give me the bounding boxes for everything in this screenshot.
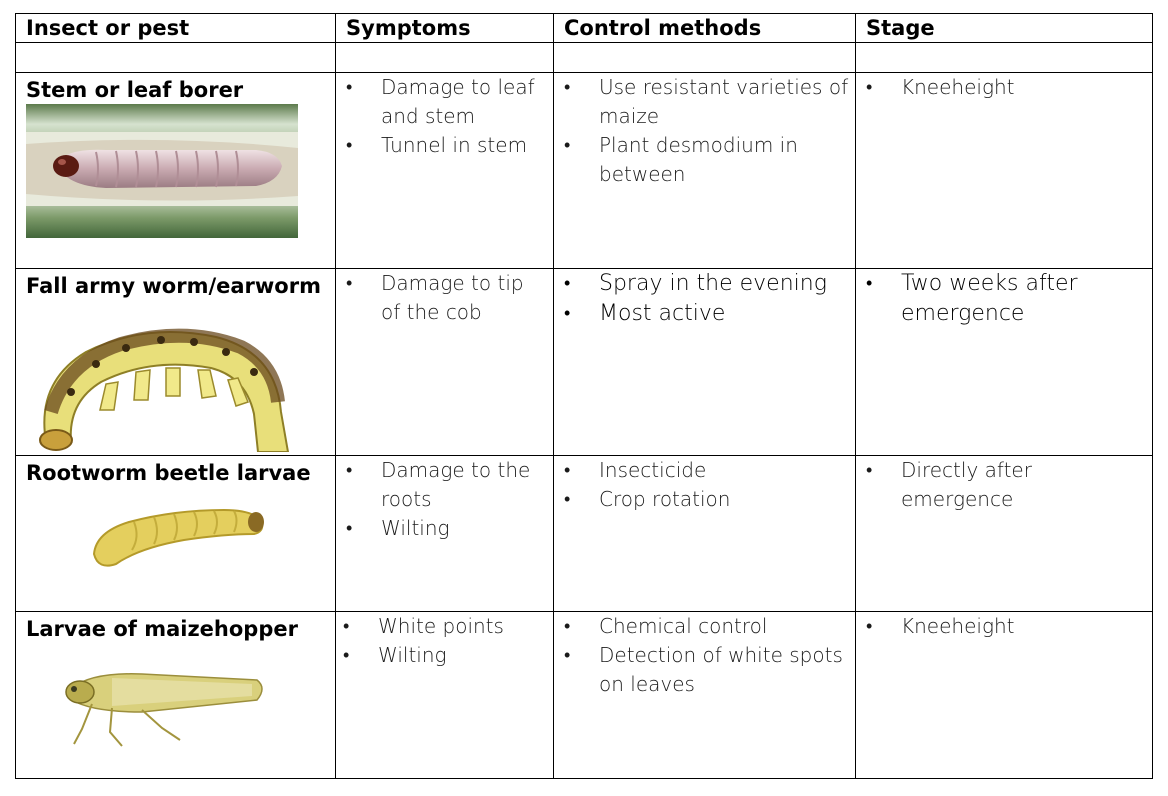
symptoms-cell: • White points • Wilting — [333, 611, 554, 779]
control-cell: • Chemical control • Detection of white sp… — [553, 611, 856, 779]
table-row: Larvae of maizehopper • White points • Wil… — [15, 611, 1153, 779]
stage-cell: • Directly after emergence — [855, 455, 1153, 612]
stage-cell: • Kneeheight — [855, 611, 1153, 779]
stage-cell: • Kneeheight — [855, 72, 1153, 269]
symptoms-cell: • Damage to leaf and stem • Tunnel in stem — [335, 72, 554, 269]
pest-table: Insect or pest Symptoms Control methods … — [15, 13, 1153, 779]
spacer-cell — [335, 42, 554, 73]
header-symptoms: Symptoms — [335, 13, 554, 43]
list-item: • Wilting — [343, 643, 447, 667]
stage-list: • Directly after emergence — [856, 456, 1152, 514]
table-row: Stem or leaf borer — [15, 72, 1153, 269]
symptoms-cell: • Damage to tip of the cob — [335, 268, 554, 456]
pest-cell: Fall army worm/earworm — [15, 268, 336, 456]
fall-armyworm-image — [39, 328, 290, 452]
pest-cell: Stem or leaf borer — [15, 72, 336, 269]
stage-list: • Kneeheight — [856, 73, 1152, 102]
list-item: • Spray in the evening — [564, 271, 827, 296]
control-list: • Chemical control • Detection of white sp… — [554, 612, 855, 699]
list-item: • Two weeks after emergence — [866, 271, 1078, 326]
spacer-cell — [15, 42, 336, 73]
pest-name: Rootworm beetle larvae — [26, 461, 311, 485]
spacer-row — [15, 42, 1153, 73]
header-stage: Stage — [855, 13, 1153, 43]
symptoms-cell: • Damage to the roots • Wilting — [335, 455, 554, 612]
pest-cell: Larvae of maizehopper — [15, 611, 336, 779]
stage-list: • Kneeheight — [856, 612, 1152, 641]
table-row: Fall army worm/earworm • Damage to tip of… — [15, 268, 1153, 456]
spacer-cell — [553, 42, 856, 73]
control-list: • Use resistant varieties of maize • Plant… — [554, 73, 855, 189]
stage-cell: • Two weeks after emergence — [855, 268, 1153, 456]
control-cell: • Insecticide • Crop rotation — [553, 455, 856, 612]
list-item: • Tunnel in stem — [346, 133, 528, 157]
list-item: • Directly after emergence — [866, 458, 1032, 511]
control-list: • Spray in the evening • Most active — [554, 269, 855, 329]
list-item: • Kneeheight — [866, 614, 1015, 638]
pest-name: Stem or leaf borer — [26, 78, 244, 102]
rootworm-larva-image — [92, 508, 264, 567]
list-item: • Detection of white spots on leaves — [564, 643, 843, 696]
header-control: Control methods — [553, 13, 856, 43]
list-item: • Use resistant varieties of maize — [564, 75, 849, 128]
pest-cell: Rootworm beetle larvae — [15, 455, 336, 612]
list-item: • Most active — [564, 301, 726, 326]
leafhopper-image — [65, 673, 263, 747]
list-item: • Crop rotation — [564, 487, 731, 511]
control-list: • Insecticide • Crop rotation — [554, 456, 855, 514]
header-row: Insect or pest Symptoms Control methods … — [15, 13, 1153, 43]
control-cell: • Spray in the evening • Most active — [553, 268, 856, 456]
list-item: • Plant desmodium in between — [564, 133, 798, 186]
stage-list: • Two weeks after emergence — [856, 269, 1152, 329]
symptoms-list: • White points • Wilting — [333, 612, 553, 670]
pest-name: Fall army worm/earworm — [26, 274, 321, 298]
list-item: • Kneeheight — [866, 75, 1015, 99]
list-item: • Damage to the roots — [346, 458, 531, 511]
spacer-cell — [855, 42, 1153, 73]
symptoms-list: • Damage to tip of the cob — [336, 269, 553, 327]
list-item: • Insecticide — [564, 458, 707, 482]
list-item: • White points — [343, 614, 504, 638]
list-item: • Damage to tip of the cob — [346, 271, 524, 324]
header-pest: Insect or pest — [15, 13, 336, 43]
table-row: Rootworm beetle larvae • Damage to the ro… — [15, 455, 1153, 612]
list-item: • Chemical control — [564, 614, 768, 638]
list-item: • Wilting — [346, 516, 450, 540]
stem-borer-larva-image — [26, 104, 298, 238]
pest-name: Larvae of maizehopper — [26, 617, 298, 641]
control-cell: • Use resistant varieties of maize • Plant… — [553, 72, 856, 269]
symptoms-list: • Damage to the roots • Wilting — [336, 456, 553, 543]
list-item: • Damage to leaf and stem — [346, 75, 535, 128]
symptoms-list: • Damage to leaf and stem • Tunnel in stem — [336, 73, 553, 160]
